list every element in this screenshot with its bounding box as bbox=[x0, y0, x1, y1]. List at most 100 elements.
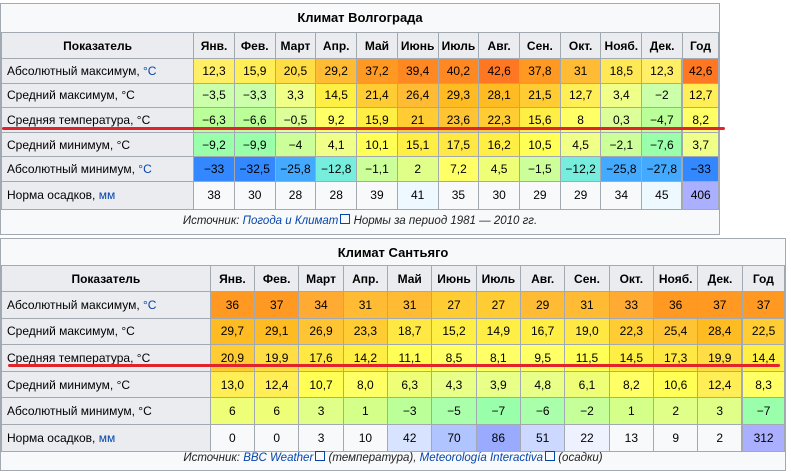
value-cell: −25,8 bbox=[274, 156, 317, 182]
value-cell: 30 bbox=[233, 180, 276, 210]
climate-grid: Показатель Янв. Фев. Март Апр. Май Июнь Июль Авг… bbox=[0, 32, 720, 210]
unit-label: °C bbox=[116, 137, 131, 152]
value-cell: 37,2 bbox=[356, 58, 398, 84]
value-cell: 3,9 bbox=[475, 370, 522, 399]
year-value-cell: 22,5 bbox=[741, 317, 786, 346]
value-cell: 4,1 bbox=[315, 131, 358, 158]
value-cell: 35 bbox=[437, 180, 480, 210]
table-row: Средний максимум, °C 29,7 29,1 26,9 23,3 18,7… bbox=[1, 317, 786, 346]
value-cell: 34 bbox=[298, 291, 344, 319]
unit-label[interactable]: °C bbox=[138, 162, 152, 177]
value-cell: 12,3 bbox=[641, 58, 683, 84]
row-label-text: Средний максимум, bbox=[7, 324, 118, 339]
value-cell: 10,5 bbox=[519, 131, 561, 158]
column-header-month: Июль bbox=[475, 265, 522, 292]
column-header-month: Нояб. bbox=[652, 265, 699, 292]
row-label: Абсолютный максимум, °C bbox=[1, 291, 211, 319]
value-cell: 12,7 bbox=[559, 82, 602, 109]
value-cell: −1,1 bbox=[356, 156, 398, 182]
value-cell: 37,8 bbox=[519, 58, 561, 84]
year-value-cell: −33 bbox=[681, 156, 720, 182]
value-cell: 51 bbox=[520, 423, 566, 452]
row-label: Средняя температура, °C bbox=[1, 344, 211, 372]
row-label: Средний минимум, °C bbox=[0, 131, 195, 158]
value-cell: −12,8 bbox=[315, 156, 358, 182]
column-header-month: Фев. bbox=[233, 32, 276, 59]
column-header-month: Май bbox=[387, 265, 433, 292]
column-header-month: Авг. bbox=[478, 32, 521, 59]
table-row: Средний минимум, °C −9,2 −9,9 −4 4,1 10,1 15,1… bbox=[0, 131, 720, 158]
source-link-pogoda[interactable]: Погода и Климат bbox=[243, 214, 351, 227]
column-header-indicator: Показатель bbox=[0, 32, 195, 59]
year-value-cell: 42,6 bbox=[681, 58, 720, 84]
value-cell: −9,2 bbox=[193, 131, 235, 158]
value-cell: 10,1 bbox=[356, 131, 398, 158]
unit-label: °C bbox=[136, 112, 151, 127]
value-cell: 14,5 bbox=[315, 82, 358, 109]
source-link-bbc-weather[interactable]: BBC Weather bbox=[243, 451, 326, 464]
row-label-text: Норма осадков, bbox=[7, 430, 96, 445]
column-header-month: Март bbox=[274, 32, 317, 59]
value-cell: 23,3 bbox=[342, 317, 389, 346]
value-cell: 2 bbox=[652, 397, 699, 425]
unit-label[interactable]: мм bbox=[98, 188, 116, 203]
source-link-meteorologia[interactable]: Meteorología Interactiva bbox=[420, 451, 556, 464]
value-cell: 14,9 bbox=[475, 317, 522, 346]
value-cell: 34 bbox=[600, 180, 643, 210]
value-cell: 15,9 bbox=[233, 58, 276, 84]
unit-label[interactable]: °C bbox=[143, 63, 157, 78]
column-header-month: Янв. bbox=[209, 265, 256, 292]
climate-table-santiago: Климат Сантьяго Показатель Янв. Фев. Март Ап… bbox=[0, 238, 786, 471]
table-row: Средняя температура, °C 20,9 19,9 17,6 14,2 1… bbox=[1, 344, 786, 372]
row-label: Средний минимум, °C bbox=[1, 370, 211, 399]
row-label-text: Средний минимум, bbox=[7, 137, 114, 152]
column-header-year: Год bbox=[741, 265, 786, 292]
value-cell: 4,8 bbox=[520, 370, 566, 399]
value-cell: 12,4 bbox=[254, 370, 300, 399]
value-cell: 8,0 bbox=[342, 370, 389, 399]
value-cell: 16,7 bbox=[520, 317, 566, 346]
value-cell: 11,5 bbox=[564, 344, 610, 372]
value-cell: 1 bbox=[608, 397, 655, 425]
unit-label[interactable]: мм bbox=[98, 430, 116, 445]
unit-label[interactable]: °C bbox=[143, 297, 157, 312]
value-cell: 6,3 bbox=[387, 370, 433, 399]
value-cell: −33 bbox=[193, 156, 235, 182]
row-label: Норма осадков, мм bbox=[0, 180, 195, 210]
value-cell: 10,6 bbox=[652, 370, 699, 399]
value-cell: 29,1 bbox=[254, 317, 300, 346]
table-row: Средний минимум, °C 13,0 12,4 10,7 8,0 6,3 4,3… bbox=[1, 370, 786, 399]
year-value-cell: 406 bbox=[681, 180, 720, 210]
value-cell: 9,5 bbox=[520, 344, 566, 372]
value-cell: 10,7 bbox=[298, 370, 344, 399]
value-cell: 29 bbox=[519, 180, 561, 210]
value-cell: 4,3 bbox=[431, 370, 477, 399]
value-cell: 28 bbox=[315, 180, 358, 210]
external-link-icon bbox=[315, 451, 326, 461]
table-row: Средний максимум, °C −3,5 −3,3 3,3 14,5 21,4 2… bbox=[0, 82, 720, 109]
row-label-text: Средний минимум, bbox=[7, 377, 114, 392]
value-cell: 7,2 bbox=[437, 156, 480, 182]
value-cell: 8,2 bbox=[608, 370, 655, 399]
value-cell: 33 bbox=[608, 291, 655, 319]
value-cell: −7,6 bbox=[641, 131, 683, 158]
value-cell: 19,0 bbox=[564, 317, 610, 346]
column-header-indicator: Показатель bbox=[1, 265, 211, 292]
value-cell: 39,4 bbox=[396, 58, 439, 84]
value-cell: 26,9 bbox=[298, 317, 344, 346]
value-cell: 18,7 bbox=[387, 317, 433, 346]
value-cell: 3 bbox=[697, 397, 743, 425]
year-value-cell: 12,7 bbox=[681, 82, 720, 109]
value-cell: 28 bbox=[274, 180, 317, 210]
value-cell: 8,5 bbox=[431, 344, 477, 372]
value-cell: −2 bbox=[564, 397, 610, 425]
column-header-month: Окт. bbox=[559, 32, 602, 59]
value-cell: −5 bbox=[431, 397, 477, 425]
value-cell: 4,5 bbox=[559, 131, 602, 158]
value-cell: 6 bbox=[254, 397, 300, 425]
row-label: Абсолютный минимум, °C bbox=[1, 397, 211, 425]
value-cell: −9,9 bbox=[233, 131, 276, 158]
value-cell: −1,5 bbox=[519, 156, 561, 182]
column-header-month: Март bbox=[298, 265, 344, 292]
value-cell: 29,7 bbox=[209, 317, 256, 346]
